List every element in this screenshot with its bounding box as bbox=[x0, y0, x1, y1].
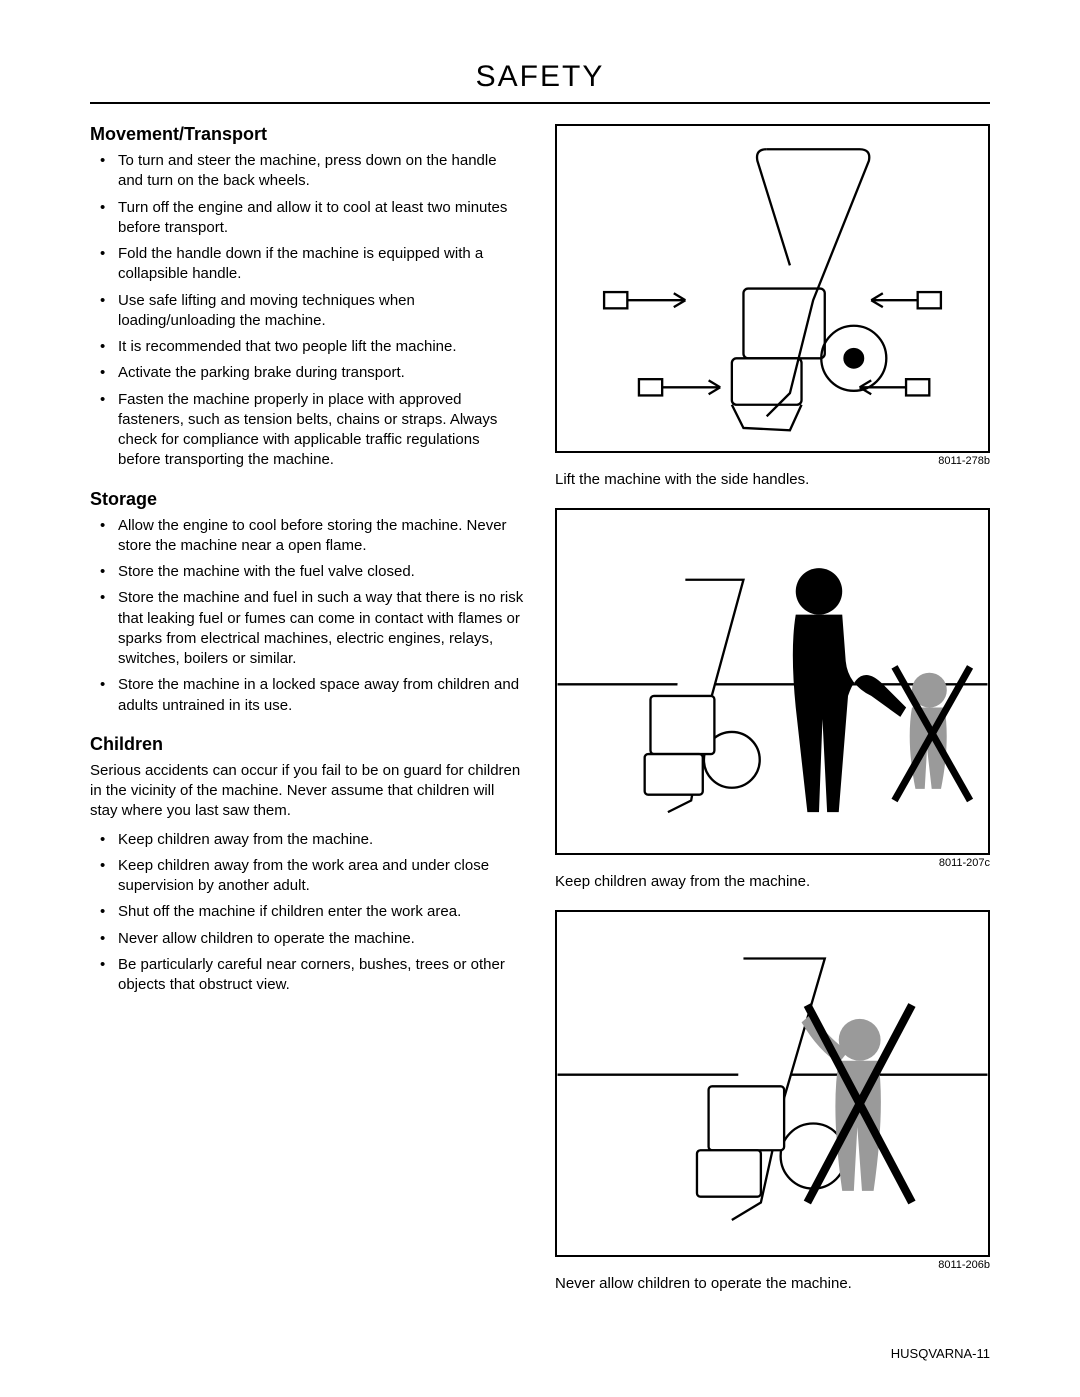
list-item: To turn and steer the machine, press dow… bbox=[118, 151, 525, 192]
lift-handles-icon bbox=[557, 126, 988, 451]
figure-id: 8011-206b bbox=[555, 1259, 990, 1271]
list-item: Turn off the engine and allow it to cool… bbox=[118, 198, 525, 239]
page-footer: HUSQVARNA-11 bbox=[891, 1346, 990, 1361]
list-item: Shut off the machine if children enter t… bbox=[118, 902, 525, 922]
figure-id: 8011-207c bbox=[555, 857, 990, 869]
page-title: SAFETY bbox=[90, 60, 990, 94]
title-rule bbox=[90, 102, 990, 104]
list-item: Store the machine and fuel in such a way… bbox=[118, 588, 525, 669]
figure-keep-children-away bbox=[555, 508, 990, 855]
heading-children: Children bbox=[90, 734, 525, 755]
never-children-operate-icon bbox=[557, 912, 988, 1255]
figure-caption: Never allow children to operate the mach… bbox=[555, 1275, 990, 1292]
children-list: Keep children away from the machine. Kee… bbox=[90, 830, 525, 996]
keep-children-away-icon bbox=[557, 510, 988, 853]
list-item: Allow the engine to cool before storing … bbox=[118, 516, 525, 557]
list-item: Activate the parking brake during transp… bbox=[118, 363, 525, 383]
figure-never-children-operate bbox=[555, 910, 990, 1257]
movement-transport-list: To turn and steer the machine, press dow… bbox=[90, 151, 525, 471]
list-item: Fasten the machine properly in place wit… bbox=[118, 390, 525, 471]
left-column: Movement/Transport To turn and steer the… bbox=[90, 124, 525, 1292]
children-intro: Serious accidents can occur if you fail … bbox=[90, 761, 525, 822]
heading-storage: Storage bbox=[90, 489, 525, 510]
list-item: Store the machine in a locked space away… bbox=[118, 675, 525, 716]
list-item: Fold the handle down if the machine is e… bbox=[118, 244, 525, 285]
list-item: It is recommended that two people lift t… bbox=[118, 337, 525, 357]
list-item: Keep children away from the machine. bbox=[118, 830, 525, 850]
figure-caption: Lift the machine with the side handles. bbox=[555, 471, 990, 488]
figure-lift-handles bbox=[555, 124, 990, 453]
page: SAFETY Movement/Transport To turn and st… bbox=[0, 0, 1080, 1397]
list-item: Never allow children to operate the mach… bbox=[118, 929, 525, 949]
right-column: 8011-278b Lift the machine with the side… bbox=[555, 124, 990, 1292]
list-item: Store the machine with the fuel valve cl… bbox=[118, 562, 525, 582]
figure-id: 8011-278b bbox=[555, 455, 990, 467]
storage-list: Allow the engine to cool before storing … bbox=[90, 516, 525, 716]
figure-caption: Keep children away from the machine. bbox=[555, 873, 990, 890]
list-item: Use safe lifting and moving techniques w… bbox=[118, 291, 525, 332]
list-item: Be particularly careful near corners, bu… bbox=[118, 955, 525, 996]
two-column-layout: Movement/Transport To turn and steer the… bbox=[90, 124, 990, 1292]
list-item: Keep children away from the work area an… bbox=[118, 856, 525, 897]
heading-movement-transport: Movement/Transport bbox=[90, 124, 525, 145]
